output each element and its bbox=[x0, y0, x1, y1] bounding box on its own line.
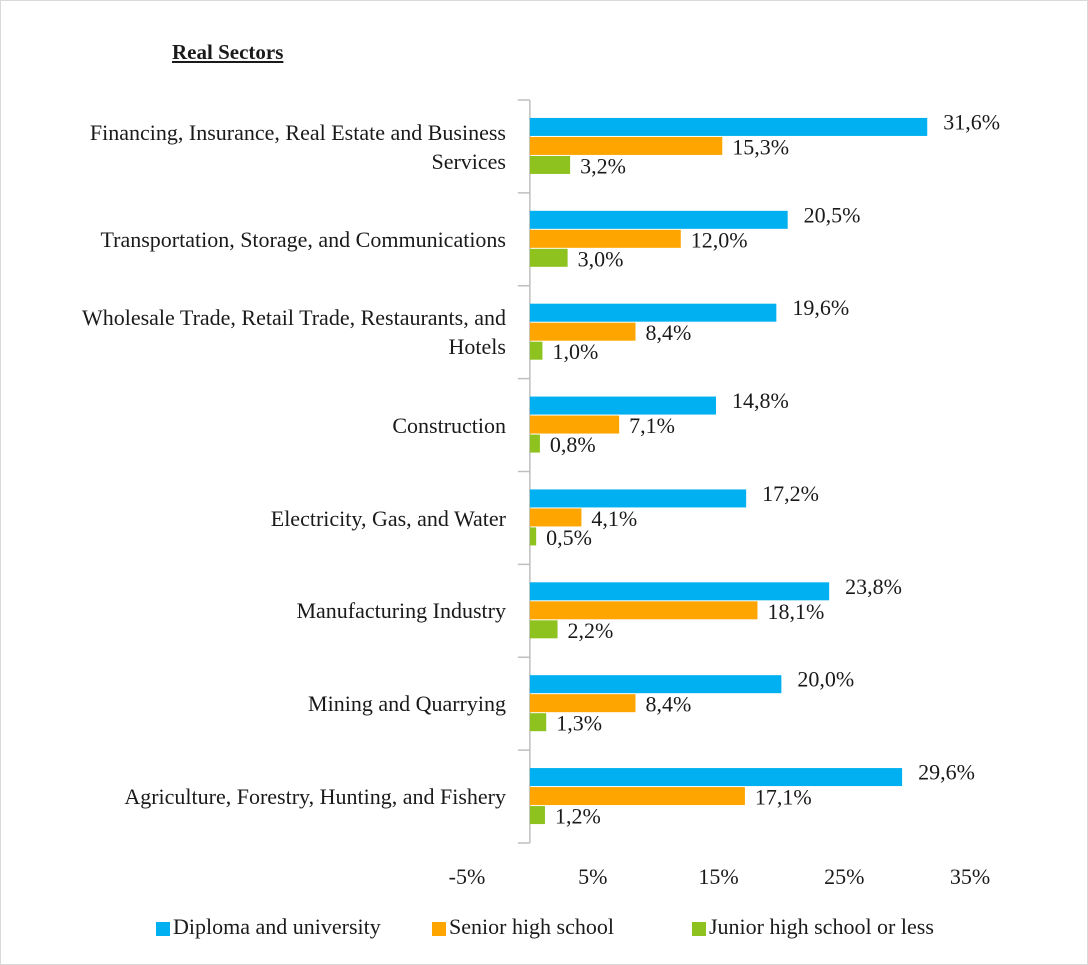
chart-title: Real Sectors bbox=[172, 40, 284, 64]
x-tick-label: -5% bbox=[449, 864, 486, 889]
bar bbox=[529, 489, 747, 508]
data-label: 12,0% bbox=[691, 227, 748, 252]
data-label: 15,3% bbox=[732, 134, 789, 159]
data-label: 3,0% bbox=[578, 246, 624, 271]
category-text: Mining and Quarrying bbox=[308, 691, 506, 717]
category-text: Financing, Insurance, Real Estate and Bu… bbox=[89, 119, 506, 174]
category-label: Electricity, Gas, and Water bbox=[60, 472, 506, 565]
category-label: Construction bbox=[60, 379, 506, 472]
bar bbox=[529, 806, 545, 825]
category-label: Financing, Insurance, Real Estate and Bu… bbox=[60, 100, 506, 193]
category-label: Manufacturing Industry bbox=[60, 564, 506, 657]
bar bbox=[529, 415, 620, 434]
legend-swatch bbox=[156, 922, 170, 936]
category-text: Construction bbox=[392, 412, 506, 438]
data-label: 0,8% bbox=[550, 432, 596, 457]
data-label: 23,8% bbox=[845, 574, 902, 599]
category-label: Wholesale Trade, Retail Trade, Restauran… bbox=[60, 286, 506, 379]
bar bbox=[529, 620, 558, 639]
data-label: 7,1% bbox=[629, 413, 675, 438]
bar bbox=[529, 136, 723, 155]
bar bbox=[529, 527, 537, 546]
data-label: 31,6% bbox=[943, 109, 1000, 134]
bar bbox=[529, 582, 830, 601]
data-label: 14,8% bbox=[732, 388, 789, 413]
data-label: 20,0% bbox=[797, 667, 854, 692]
data-label: 19,6% bbox=[792, 295, 849, 320]
legend-label: Junior high school or less bbox=[709, 914, 934, 939]
data-label: 4,1% bbox=[591, 506, 637, 531]
category-text: Electricity, Gas, and Water bbox=[270, 505, 506, 531]
bar bbox=[529, 303, 777, 322]
data-label: 0,5% bbox=[546, 525, 592, 550]
bar bbox=[529, 117, 928, 136]
bar bbox=[529, 210, 788, 229]
bar bbox=[529, 155, 571, 174]
data-label: 29,6% bbox=[918, 760, 975, 785]
legend-label: Diploma and university bbox=[173, 914, 381, 939]
data-label: 3,2% bbox=[580, 153, 626, 178]
category-label: Mining and Quarrying bbox=[60, 657, 506, 750]
data-label: 18,1% bbox=[767, 599, 824, 624]
data-label: 1,3% bbox=[556, 711, 602, 736]
bar bbox=[529, 694, 636, 713]
bar bbox=[529, 601, 758, 620]
data-label: 8,4% bbox=[646, 692, 692, 717]
bar bbox=[529, 341, 543, 360]
legend-swatch bbox=[432, 922, 446, 936]
data-label: 2,2% bbox=[568, 618, 614, 643]
category-label: Transportation, Storage, and Communicati… bbox=[60, 193, 506, 286]
bar bbox=[529, 787, 745, 806]
category-text: Transportation, Storage, and Communicati… bbox=[100, 226, 506, 252]
bar bbox=[529, 768, 903, 787]
bar bbox=[529, 248, 568, 267]
bar bbox=[529, 675, 782, 694]
category-text: Manufacturing Industry bbox=[296, 598, 506, 624]
data-label: 8,4% bbox=[646, 320, 692, 345]
bar bbox=[529, 713, 547, 732]
data-label: 17,1% bbox=[755, 785, 812, 810]
data-label: 1,0% bbox=[552, 339, 598, 364]
legend-swatch bbox=[692, 922, 706, 936]
data-label: 17,2% bbox=[762, 481, 819, 506]
x-tick-label: 35% bbox=[950, 864, 990, 889]
category-text: Wholesale Trade, Retail Trade, Restauran… bbox=[81, 305, 506, 360]
legend-label: Senior high school bbox=[449, 914, 614, 939]
category-text: Agriculture, Forestry, Hunting, and Fish… bbox=[124, 784, 506, 810]
data-label: 1,2% bbox=[555, 804, 601, 829]
bar bbox=[529, 229, 681, 248]
x-tick-label: 25% bbox=[824, 864, 864, 889]
bar bbox=[529, 396, 716, 415]
category-label: Agriculture, Forestry, Hunting, and Fish… bbox=[60, 750, 506, 843]
bar bbox=[529, 508, 582, 527]
x-tick-label: 5% bbox=[578, 864, 607, 889]
bar bbox=[529, 322, 636, 341]
data-label: 20,5% bbox=[804, 202, 861, 227]
x-tick-label: 15% bbox=[698, 864, 738, 889]
bar bbox=[529, 434, 540, 453]
